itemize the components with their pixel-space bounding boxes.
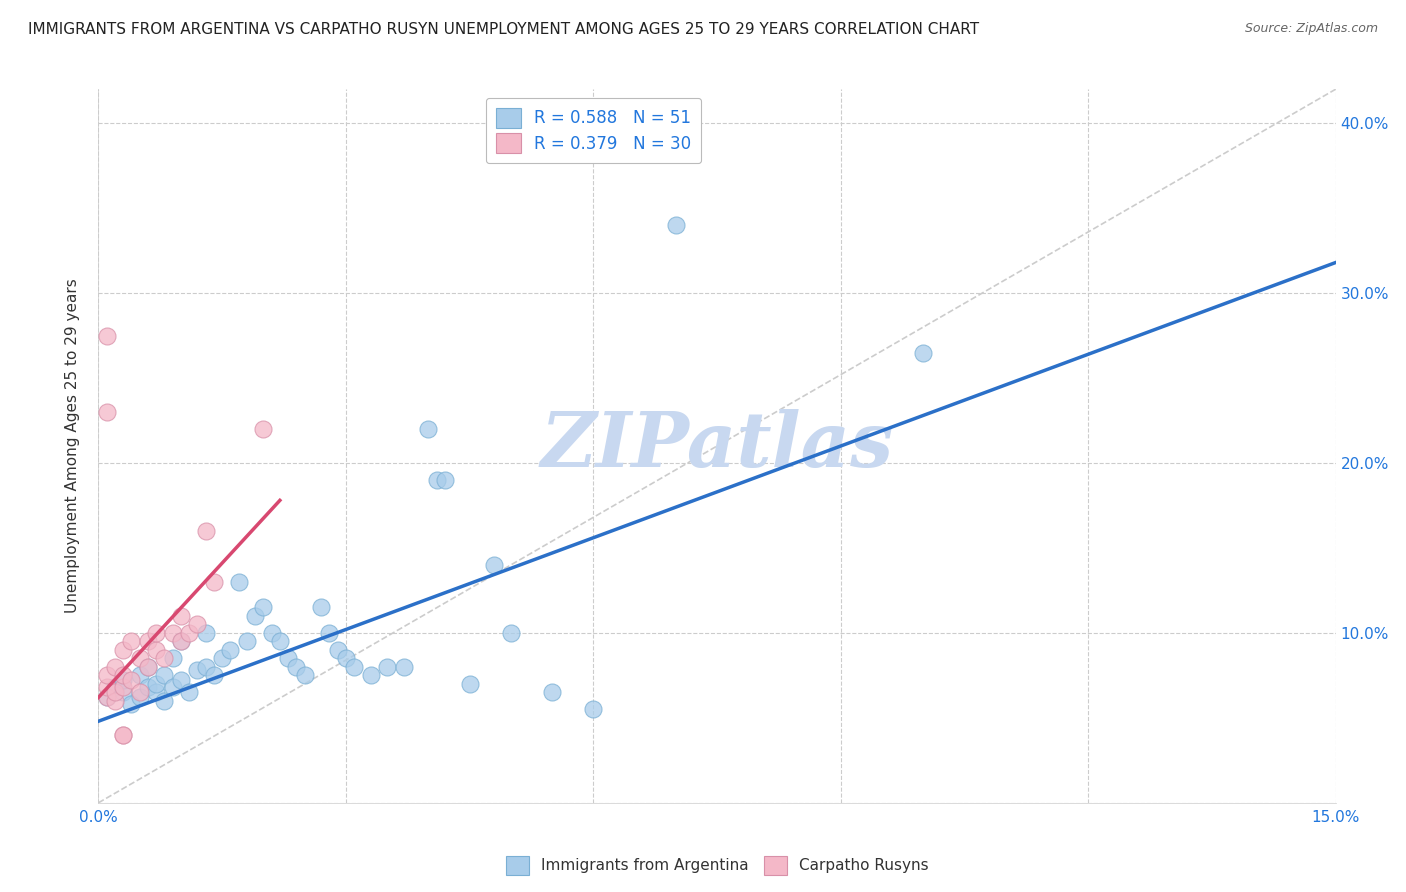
Point	[186, 663, 208, 677]
Point	[120, 673, 142, 688]
Point	[318, 626, 340, 640]
Point	[104, 660, 127, 674]
Point	[112, 685, 135, 699]
Point	[145, 685, 167, 699]
Point	[179, 685, 201, 699]
Point	[112, 728, 135, 742]
Point	[112, 668, 135, 682]
Point	[120, 634, 142, 648]
Point	[96, 690, 118, 705]
Point	[136, 660, 159, 674]
Point	[343, 660, 366, 674]
Point	[96, 405, 118, 419]
Point	[458, 677, 481, 691]
Point	[120, 698, 142, 712]
Point	[162, 651, 184, 665]
Point	[228, 574, 250, 589]
Point	[136, 634, 159, 648]
Point	[252, 422, 274, 436]
Point	[112, 673, 135, 688]
Point	[128, 651, 150, 665]
Point	[153, 694, 176, 708]
Point	[243, 608, 266, 623]
Point	[128, 668, 150, 682]
Point	[360, 668, 382, 682]
Point	[499, 626, 522, 640]
Point	[541, 685, 564, 699]
Point	[145, 626, 167, 640]
Point	[433, 473, 456, 487]
Point	[252, 600, 274, 615]
Point	[153, 651, 176, 665]
Point	[309, 600, 332, 615]
Text: Source: ZipAtlas.com: Source: ZipAtlas.com	[1244, 22, 1378, 36]
Point	[96, 680, 118, 694]
Point	[484, 558, 506, 572]
Point	[194, 660, 217, 674]
Point	[260, 626, 283, 640]
Point	[112, 643, 135, 657]
Point	[375, 660, 398, 674]
Y-axis label: Unemployment Among Ages 25 to 29 years: Unemployment Among Ages 25 to 29 years	[65, 278, 80, 614]
Point	[277, 651, 299, 665]
Point	[153, 668, 176, 682]
Point	[145, 677, 167, 691]
Point	[186, 617, 208, 632]
Point	[326, 643, 349, 657]
Text: ZIPatlas: ZIPatlas	[540, 409, 894, 483]
Point	[285, 660, 308, 674]
Point	[104, 685, 127, 699]
Point	[202, 574, 225, 589]
Point	[136, 680, 159, 694]
Point	[170, 608, 193, 623]
Point	[104, 680, 127, 694]
Point	[104, 694, 127, 708]
Point	[582, 702, 605, 716]
Point	[145, 643, 167, 657]
Point	[112, 680, 135, 694]
Point	[96, 668, 118, 682]
Point	[236, 634, 259, 648]
Point	[170, 673, 193, 688]
Point	[136, 660, 159, 674]
Point	[219, 643, 242, 657]
Point	[202, 668, 225, 682]
Legend: Immigrants from Argentina, Carpatho Rusyns: Immigrants from Argentina, Carpatho Rusy…	[499, 850, 935, 880]
Point	[392, 660, 415, 674]
Point	[335, 651, 357, 665]
Point	[170, 634, 193, 648]
Point	[269, 634, 291, 648]
Point	[294, 668, 316, 682]
Point	[179, 626, 201, 640]
Point	[128, 685, 150, 699]
Point	[211, 651, 233, 665]
Point	[162, 626, 184, 640]
Text: IMMIGRANTS FROM ARGENTINA VS CARPATHO RUSYN UNEMPLOYMENT AMONG AGES 25 TO 29 YEA: IMMIGRANTS FROM ARGENTINA VS CARPATHO RU…	[28, 22, 979, 37]
Point	[665, 218, 688, 232]
Point	[912, 345, 935, 359]
Point	[170, 634, 193, 648]
Point	[96, 328, 118, 343]
Point	[194, 524, 217, 538]
Point	[96, 690, 118, 705]
Point	[418, 422, 440, 436]
Point	[112, 728, 135, 742]
Point	[128, 690, 150, 705]
Point	[426, 473, 449, 487]
Point	[194, 626, 217, 640]
Point	[162, 680, 184, 694]
